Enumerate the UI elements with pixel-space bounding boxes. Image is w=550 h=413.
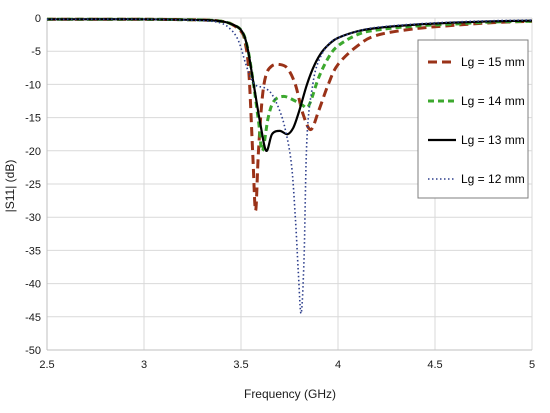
x-tick-label: 5 bbox=[529, 359, 535, 371]
legend-label-1: Lg = 15 mm bbox=[461, 55, 525, 69]
x-tick-label: 3 bbox=[141, 359, 147, 371]
y-tick-label: -15 bbox=[25, 113, 41, 125]
y-tick-label: -50 bbox=[25, 345, 41, 357]
series-line-3 bbox=[46, 18, 533, 152]
y-tick-label: -35 bbox=[25, 245, 41, 257]
x-tick-label: 4 bbox=[335, 359, 341, 371]
y-tick-label: -20 bbox=[25, 146, 41, 158]
series-lines bbox=[46, 17, 533, 315]
y-tick-label: -5 bbox=[31, 46, 41, 58]
x-axis-title: Frequency (GHz) bbox=[244, 387, 336, 401]
y-tick-label: -45 bbox=[25, 312, 41, 324]
x-tick-label: 4.5 bbox=[427, 359, 442, 371]
legend-label-2: Lg = 14 mm bbox=[461, 94, 525, 108]
y-tick-label: -25 bbox=[25, 179, 41, 191]
y-axis-title: |S11| (dB) bbox=[3, 160, 17, 213]
legend-label-3: Lg = 13 mm bbox=[461, 133, 525, 147]
x-tick-label: 2.5 bbox=[39, 359, 54, 371]
legend-box bbox=[417, 39, 529, 199]
legend: Lg = 15 mm Lg = 14 mm Lg = 13 mm Lg = 12 mm bbox=[417, 39, 529, 199]
x-tick-label: 3.5 bbox=[233, 359, 248, 371]
series-line-4 bbox=[46, 18, 533, 315]
y-tick-label: -30 bbox=[25, 212, 41, 224]
legend-label-4: Lg = 12 mm bbox=[461, 172, 525, 186]
tick-labels: 0 -5 -10 -15 -20 -25 -30 -35 -40 -45 -50 2.5 3 3.5 4 4.… bbox=[25, 13, 535, 371]
grid-lines bbox=[46, 17, 533, 351]
y-tick-label: -40 bbox=[25, 279, 41, 291]
y-tick-label: 0 bbox=[35, 13, 41, 25]
y-tick-label: -10 bbox=[25, 79, 41, 91]
